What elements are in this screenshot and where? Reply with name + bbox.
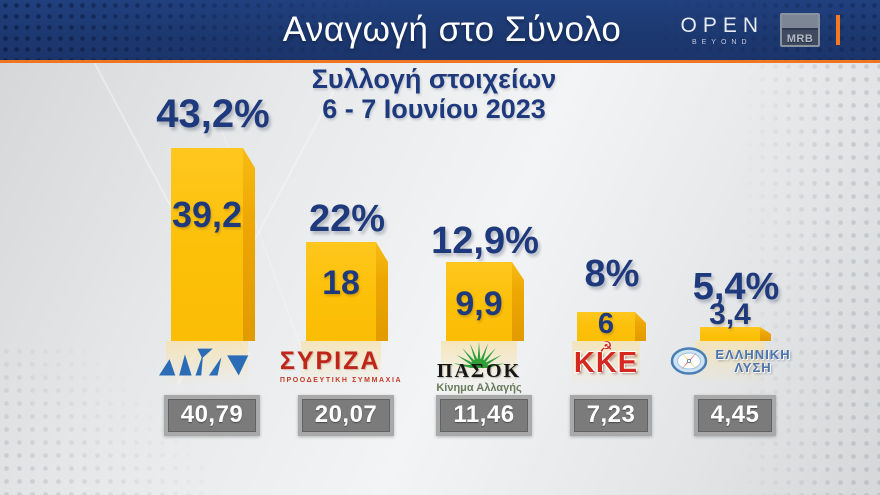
bar-value-label: 6 xyxy=(597,308,615,340)
compass-icon xyxy=(671,347,708,375)
hammer-sickle-icon: ☭ xyxy=(599,338,613,356)
bar-kke xyxy=(577,312,646,341)
result-value-box: 11,46 xyxy=(436,395,532,436)
bar-front-face xyxy=(700,327,760,341)
bar-3d-side xyxy=(243,148,255,341)
syriza-logo: ΣΥΡΙΖΑ ΠΡΟΟΔΕΥΤΙΚΗ ΣΥΜΜΑΧΙΑ xyxy=(279,347,403,385)
bar-el xyxy=(700,327,771,341)
page-title: Αναγωγή στο Σύνολο xyxy=(282,10,622,49)
bar-3d-side xyxy=(760,327,771,341)
pasok-logo-text: ΠΑΣΟΚ xyxy=(436,360,522,382)
pasok-logo-subtext: Κίνημα Αλλαγής xyxy=(436,382,522,394)
value-box-row: 11,46 xyxy=(374,395,594,436)
bar-syriza xyxy=(306,242,388,341)
party-logo-row xyxy=(97,346,317,380)
party-logo-row: ΣΥΡΙΖΑ ΠΡΟΟΔΕΥΤΙΚΗ ΣΥΜΜΑΧΙΑ xyxy=(231,347,451,385)
el-text-line1: ΕΛΛΗΝΙΚΗ xyxy=(715,347,791,362)
party-column-pasok: 12,9% 9,9 ΠΑΣΟΚ Κίνημα Αλλαγής 11,46 xyxy=(369,0,589,495)
orange-accent-bar xyxy=(836,15,840,45)
party-column-kke: 8% 6 ☭ ΚΚΕ 7,23 xyxy=(496,0,716,495)
bar-nd xyxy=(171,148,255,341)
elliniki-lysi-logo-text: ΕΛΛΗΝΙΚΗ ΛΥΣΗ xyxy=(715,348,790,374)
value-box-row: 4,45 xyxy=(625,395,845,436)
bar-pasok xyxy=(446,262,524,341)
percent-label: 22% xyxy=(308,198,386,240)
nd-logo xyxy=(159,348,249,376)
el-text-line2: ΛΥΣΗ xyxy=(734,360,772,375)
open-logo-subtext: BEYOND xyxy=(691,38,752,46)
bar-front-face xyxy=(446,262,512,341)
bar-reflection xyxy=(301,341,381,385)
kke-logo: ☭ ΚΚΕ xyxy=(573,340,639,379)
subtitle-block: Συλλογή στοιχείων 6 - 7 Ιουνίου 2023 xyxy=(312,64,557,124)
result-value-box: 7,23 xyxy=(569,395,653,436)
value-box-row: 20,07 xyxy=(236,395,456,436)
open-logo-text: OPEN xyxy=(680,13,764,37)
bar-value-label: 9,9 xyxy=(455,285,503,323)
party-column-syriza: 22% 18 ΣΥΡΙΖΑ ΠΡΟΟΔΕΥΤΙΚΗ ΣΥΜΜΑΧΙΑ 20,07 xyxy=(231,0,451,495)
mrb-logo: MRB xyxy=(780,13,820,47)
bar-value-label: 3,4 xyxy=(709,298,751,331)
logo-cluster: OPEN BEYOND MRB xyxy=(674,0,840,60)
bar-value-label: 18 xyxy=(322,264,360,302)
percent-label: 5,4% xyxy=(692,266,780,308)
bar-value-label: 39,2 xyxy=(171,194,243,235)
bar-front-face xyxy=(171,148,243,341)
subtitle-line2: 6 - 7 Ιουνίου 2023 xyxy=(322,94,546,124)
bar-3d-side xyxy=(376,242,388,341)
party-column-nd: 43,2% 39,2 40,79 xyxy=(97,0,317,495)
value-box-row: 40,79 xyxy=(102,395,322,436)
syriza-logo-subtext: ΠΡΟΟΔΕΥΤΙΚΗ ΣΥΜΜΑΧΙΑ xyxy=(279,377,403,384)
subtitle-line1: Συλλογή στοιχείων xyxy=(311,64,557,94)
pasok-sun-icon xyxy=(453,341,505,368)
bar-front-face xyxy=(306,242,376,341)
result-value-box: 40,79 xyxy=(163,395,261,436)
value-box-row: 7,23 xyxy=(501,395,721,436)
elliniki-lysi-logo: ΕΛΛΗΝΙΚΗ ΛΥΣΗ xyxy=(669,346,790,376)
mrb-logo-top-band xyxy=(782,15,818,30)
open-tv-logo: OPEN BEYOND xyxy=(674,15,764,46)
party-logo-row: ΕΛΛΗΝΙΚΗ ΛΥΣΗ xyxy=(620,346,840,376)
result-value-box: 20,07 xyxy=(297,395,395,436)
percent-label: 12,9% xyxy=(431,220,539,262)
party-logo-row: ΠΑΣΟΚ Κίνημα Αλλαγής xyxy=(369,340,589,394)
syriza-logo-text: ΣΥΡΙΖΑ xyxy=(279,347,381,375)
percent-label: 8% xyxy=(584,253,640,295)
mrb-logo-text: MRB xyxy=(786,32,814,45)
bar-front-face xyxy=(577,312,635,341)
party-logo-row: ☭ ΚΚΕ xyxy=(496,340,716,379)
result-value-box: 4,45 xyxy=(693,395,777,436)
kke-logo-text: ΚΚΕ xyxy=(573,347,639,379)
bar-3d-side xyxy=(635,312,646,341)
bar-reflection xyxy=(572,341,640,385)
pasok-logo: ΠΑΣΟΚ Κίνημα Αλλαγής xyxy=(436,340,522,394)
party-column-el: 5,4% 3,4 ΕΛΛΗΝΙΚΗ ΛΥΣΗ 4,45 xyxy=(620,0,840,495)
percent-label: 43,2% xyxy=(156,92,270,136)
bar-3d-side xyxy=(512,262,524,341)
